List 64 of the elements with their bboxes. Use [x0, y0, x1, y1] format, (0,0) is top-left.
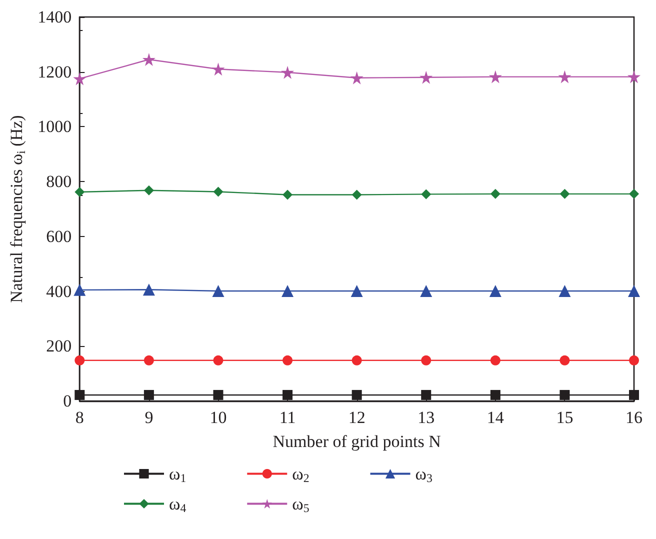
point [282, 190, 293, 200]
point [352, 190, 362, 200]
point [489, 285, 502, 298]
x-tick-label: 13 [418, 408, 435, 427]
y-tick-label: 1000 [38, 117, 72, 136]
point [142, 284, 155, 296]
y-tick-label: 1200 [38, 62, 72, 82]
point [560, 188, 570, 199]
point [281, 66, 294, 79]
point [74, 390, 85, 400]
point [213, 390, 224, 400]
point [628, 285, 640, 298]
y-tick-label: 0 [63, 392, 72, 410]
point [558, 285, 571, 298]
point [73, 72, 86, 86]
point [420, 70, 433, 84]
point [212, 285, 224, 298]
point [628, 70, 640, 84]
point [144, 355, 154, 366]
point [488, 70, 502, 84]
x-tick-label: 9 [144, 408, 154, 427]
point [629, 188, 639, 199]
point [352, 355, 362, 366]
x-tick-label: 10 [210, 408, 227, 427]
point [74, 355, 85, 366]
point [142, 53, 156, 66]
point [352, 390, 362, 400]
point [282, 390, 293, 400]
point [212, 62, 225, 76]
x-tick-label: 15 [556, 408, 574, 427]
point [421, 189, 432, 200]
point [350, 285, 363, 298]
point [490, 355, 500, 366]
point [282, 285, 294, 298]
y-tick-label: 400 [46, 282, 72, 301]
x-tick-label: 14 [486, 408, 504, 427]
point [74, 284, 86, 296]
x-tick-label: 12 [348, 408, 366, 427]
point [282, 355, 293, 366]
x-tick-label: 8 [75, 408, 84, 427]
point [421, 390, 432, 400]
point [213, 355, 224, 366]
y-axis-title: Natural frequencies ωi (Hz) [7, 115, 28, 303]
y-tick-label: 800 [46, 172, 72, 192]
point [144, 185, 154, 196]
y-tick-label: 1400 [38, 8, 72, 26]
point [420, 285, 432, 298]
x-tick-label: 16 [626, 408, 642, 427]
point [560, 355, 570, 366]
point [144, 390, 154, 400]
x-axis-title: Number of grid points N [272, 432, 441, 451]
x-tick-label: 11 [279, 408, 296, 427]
y-tick-label: 600 [46, 226, 72, 246]
point [558, 70, 572, 84]
point [629, 390, 639, 400]
y-tick-label: 200 [46, 336, 72, 356]
point [490, 188, 500, 199]
point [490, 390, 500, 400]
point [350, 71, 364, 84]
point [560, 390, 570, 400]
point [213, 186, 224, 197]
point [421, 355, 432, 366]
point [74, 186, 85, 197]
point [629, 355, 639, 366]
